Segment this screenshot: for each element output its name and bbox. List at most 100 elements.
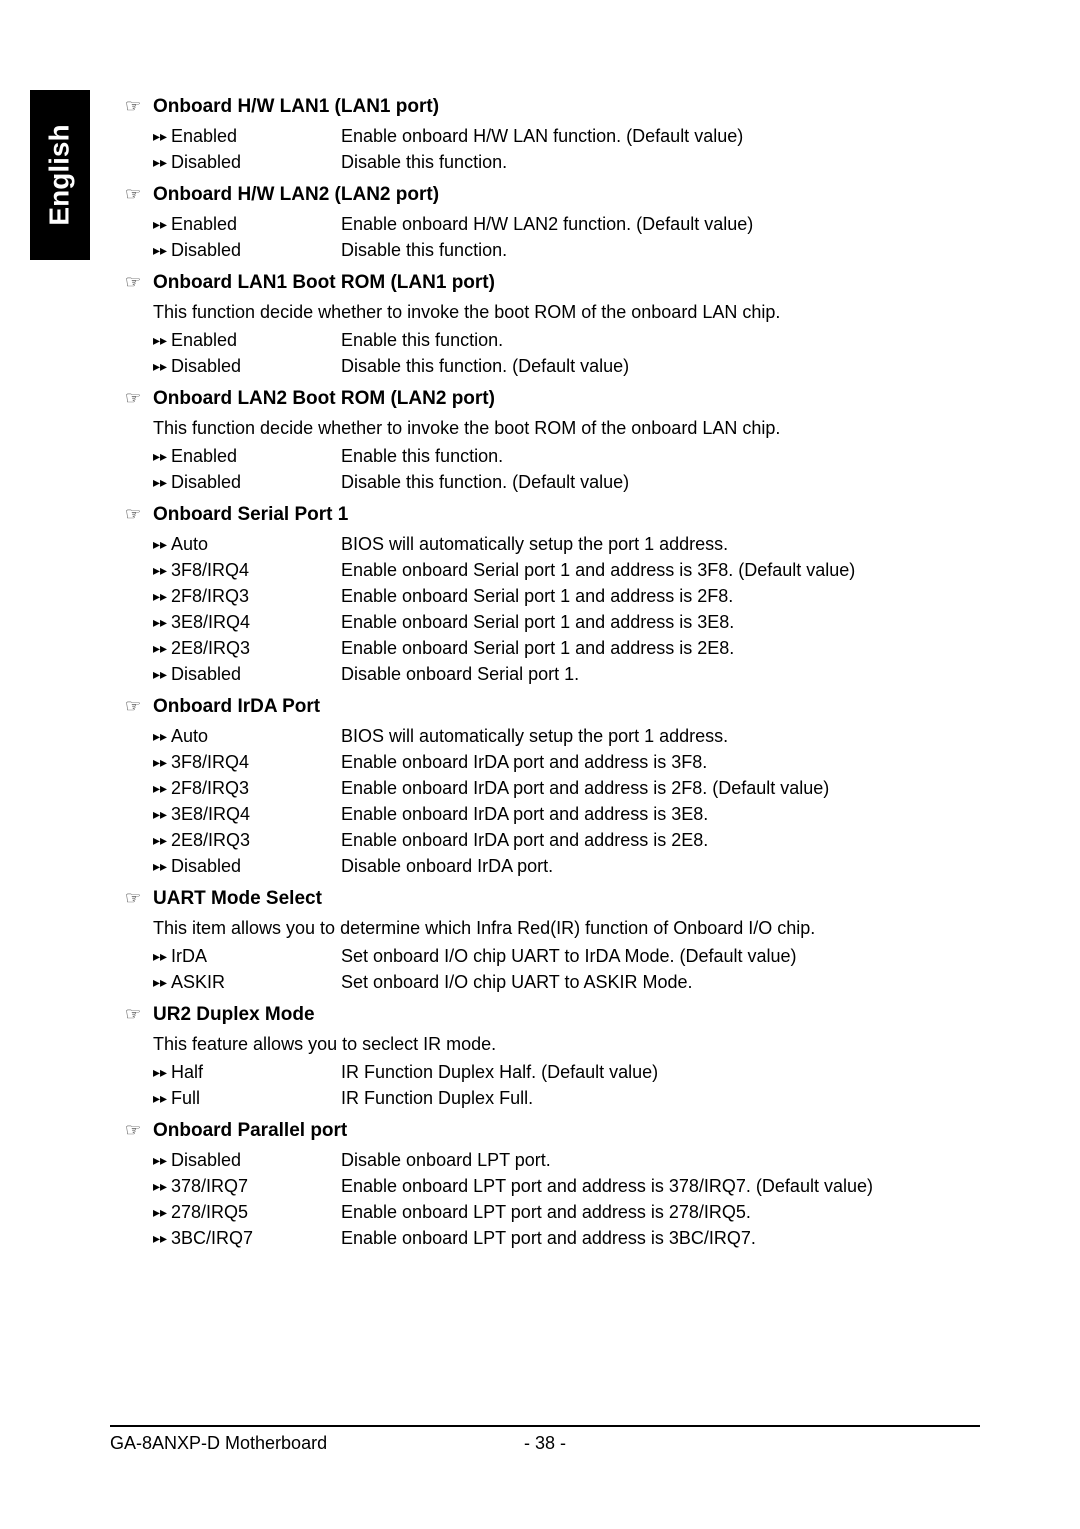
option-description: Enable onboard IrDA port and address is … bbox=[341, 749, 1025, 775]
hand-icon: ☞ bbox=[125, 503, 153, 525]
option-description: Enable this function. bbox=[341, 443, 1025, 469]
arrow-icon: ▸▸ bbox=[153, 969, 171, 995]
option-name: Enabled bbox=[171, 327, 341, 353]
option-row: ▸▸DisabledDisable this function. bbox=[153, 149, 1025, 175]
hand-icon: ☞ bbox=[125, 1003, 153, 1025]
section-header: ☞Onboard H/W LAN1 (LAN1 port) bbox=[125, 95, 1025, 119]
option-row: ▸▸EnabledEnable this function. bbox=[153, 327, 1025, 353]
arrow-icon: ▸▸ bbox=[153, 609, 171, 635]
option-description: Disable this function. bbox=[341, 237, 1025, 263]
option-description: Enable onboard IrDA port and address is … bbox=[341, 775, 1025, 801]
hand-icon: ☞ bbox=[125, 1119, 153, 1141]
arrow-icon: ▸▸ bbox=[153, 443, 171, 469]
section: ☞Onboard H/W LAN1 (LAN1 port)▸▸EnabledEn… bbox=[125, 95, 1025, 175]
option-row: ▸▸IrDASet onboard I/O chip UART to IrDA … bbox=[153, 943, 1025, 969]
arrow-icon: ▸▸ bbox=[153, 723, 171, 749]
language-tab: English bbox=[30, 90, 90, 260]
arrow-icon: ▸▸ bbox=[153, 1173, 171, 1199]
option-name: Auto bbox=[171, 531, 341, 557]
option-row: ▸▸AutoBIOS will automatically setup the … bbox=[153, 531, 1025, 557]
section: ☞Onboard Parallel port ▸▸DisabledDisable … bbox=[125, 1119, 1025, 1251]
footer-product: GA-8ANXP-D Motherboard bbox=[110, 1433, 505, 1454]
option-description: BIOS will automatically setup the port 1… bbox=[341, 531, 1025, 557]
section-header: ☞UR2 Duplex Mode bbox=[125, 1003, 1025, 1027]
option-row: ▸▸FullIR Function Duplex Full. bbox=[153, 1085, 1025, 1111]
option-name: Disabled bbox=[171, 1147, 341, 1173]
section-title: Onboard LAN2 Boot ROM (LAN2 port) bbox=[153, 387, 495, 411]
option-description: Enable onboard LPT port and address is 3… bbox=[341, 1173, 1025, 1199]
arrow-icon: ▸▸ bbox=[153, 211, 171, 237]
option-name: Disabled bbox=[171, 853, 341, 879]
section-header: ☞Onboard Parallel port bbox=[125, 1119, 1025, 1143]
section: ☞Onboard H/W LAN2 (LAN2 port)▸▸EnabledEn… bbox=[125, 183, 1025, 263]
option-description: BIOS will automatically setup the port 1… bbox=[341, 723, 1025, 749]
hand-icon: ☞ bbox=[125, 387, 153, 409]
option-description: Disable onboard Serial port 1. bbox=[341, 661, 1025, 687]
option-name: Disabled bbox=[171, 469, 341, 495]
option-description: Enable onboard Serial port 1 and address… bbox=[341, 557, 1025, 583]
hand-icon: ☞ bbox=[125, 183, 153, 205]
option-name: Enabled bbox=[171, 443, 341, 469]
option-description: Enable onboard IrDA port and address is … bbox=[341, 801, 1025, 827]
option-name: 3BC/IRQ7 bbox=[171, 1225, 341, 1251]
page-footer: GA-8ANXP-D Motherboard - 38 - bbox=[110, 1425, 980, 1454]
arrow-icon: ▸▸ bbox=[153, 469, 171, 495]
option-name: Half bbox=[171, 1059, 341, 1085]
option-name: 278/IRQ5 bbox=[171, 1199, 341, 1225]
section-header: ☞Onboard LAN2 Boot ROM (LAN2 port) bbox=[125, 387, 1025, 411]
option-name: Enabled bbox=[171, 123, 341, 149]
option-description: Enable onboard H/W LAN2 function. (Defau… bbox=[341, 211, 1025, 237]
arrow-icon: ▸▸ bbox=[153, 827, 171, 853]
section: ☞Onboard LAN1 Boot ROM (LAN1 port) This f… bbox=[125, 271, 1025, 379]
option-description: Set onboard I/O chip UART to ASKIR Mode. bbox=[341, 969, 1025, 995]
option-description: Disable this function. (Default value) bbox=[341, 469, 1025, 495]
section-description: This function decide whether to invoke t… bbox=[153, 415, 1025, 441]
section: ☞UR2 Duplex Mode This feature allows you … bbox=[125, 1003, 1025, 1111]
section-title: UR2 Duplex Mode bbox=[153, 1003, 315, 1027]
option-row: ▸▸3E8/IRQ4Enable onboard IrDA port and a… bbox=[153, 801, 1025, 827]
arrow-icon: ▸▸ bbox=[153, 557, 171, 583]
section-title: Onboard LAN1 Boot ROM (LAN1 port) bbox=[153, 271, 495, 295]
section-header: ☞Onboard H/W LAN2 (LAN2 port) bbox=[125, 183, 1025, 207]
section-header: ☞Onboard IrDA Port bbox=[125, 695, 1025, 719]
option-row: ▸▸3E8/IRQ4Enable onboard Serial port 1 a… bbox=[153, 609, 1025, 635]
arrow-icon: ▸▸ bbox=[153, 353, 171, 379]
arrow-icon: ▸▸ bbox=[153, 583, 171, 609]
option-name: Disabled bbox=[171, 661, 341, 687]
arrow-icon: ▸▸ bbox=[153, 749, 171, 775]
option-name: Disabled bbox=[171, 237, 341, 263]
section-description: This feature allows you to seclect IR mo… bbox=[153, 1031, 1025, 1057]
hand-icon: ☞ bbox=[125, 95, 153, 117]
section: ☞Onboard LAN2 Boot ROM (LAN2 port) This f… bbox=[125, 387, 1025, 495]
section: ☞UART Mode SelectThis item allows you to… bbox=[125, 887, 1025, 995]
arrow-icon: ▸▸ bbox=[153, 237, 171, 263]
arrow-icon: ▸▸ bbox=[153, 1147, 171, 1173]
option-row: ▸▸2E8/IRQ3Enable onboard Serial port 1 a… bbox=[153, 635, 1025, 661]
section-title: Onboard H/W LAN1 (LAN1 port) bbox=[153, 95, 439, 119]
option-name: ASKIR bbox=[171, 969, 341, 995]
option-row: ▸▸2F8/IRQ3Enable onboard IrDA port and a… bbox=[153, 775, 1025, 801]
option-name: Disabled bbox=[171, 353, 341, 379]
option-description: Enable onboard Serial port 1 and address… bbox=[341, 635, 1025, 661]
option-row: ▸▸HalfIR Function Duplex Half. (Default … bbox=[153, 1059, 1025, 1085]
option-row: ▸▸DisabledDisable onboard LPT port. bbox=[153, 1147, 1025, 1173]
section-description: This function decide whether to invoke t… bbox=[153, 299, 1025, 325]
option-name: 378/IRQ7 bbox=[171, 1173, 341, 1199]
option-row: ▸▸DisabledDisable this function. bbox=[153, 237, 1025, 263]
option-row: ▸▸AutoBIOS will automatically setup the … bbox=[153, 723, 1025, 749]
section-header: ☞Onboard LAN1 Boot ROM (LAN1 port) bbox=[125, 271, 1025, 295]
option-name: 2E8/IRQ3 bbox=[171, 635, 341, 661]
option-name: 3E8/IRQ4 bbox=[171, 801, 341, 827]
option-row: ▸▸3F8/IRQ4Enable onboard IrDA port and a… bbox=[153, 749, 1025, 775]
page: English ☞Onboard H/W LAN1 (LAN1 port)▸▸E… bbox=[0, 0, 1080, 1529]
section-header: ☞Onboard Serial Port 1 bbox=[125, 503, 1025, 527]
option-description: Enable onboard H/W LAN function. (Defaul… bbox=[341, 123, 1025, 149]
footer-spacer bbox=[585, 1433, 980, 1454]
option-name: Auto bbox=[171, 723, 341, 749]
option-description: Enable onboard IrDA port and address is … bbox=[341, 827, 1025, 853]
arrow-icon: ▸▸ bbox=[153, 775, 171, 801]
arrow-icon: ▸▸ bbox=[153, 1225, 171, 1251]
option-name: 3E8/IRQ4 bbox=[171, 609, 341, 635]
option-row: ▸▸278/IRQ5Enable onboard LPT port and ad… bbox=[153, 1199, 1025, 1225]
hand-icon: ☞ bbox=[125, 887, 153, 909]
